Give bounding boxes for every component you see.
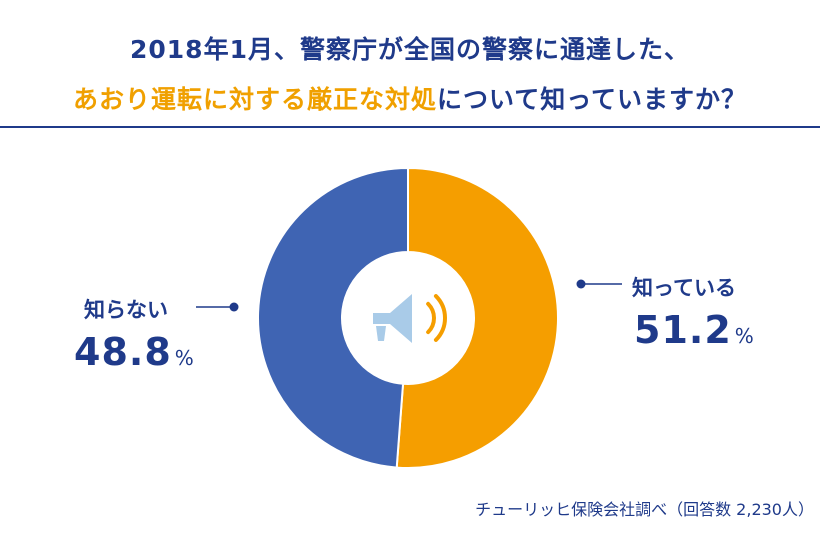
chart-title-line2: あおり運転に対する厳正な対処について知っていますか？ [0, 80, 820, 116]
title-divider [0, 126, 820, 128]
leader-line-knows [576, 279, 622, 289]
chart-title-rest: について知っていますか？ [437, 85, 748, 114]
megaphone-icon [373, 294, 447, 343]
value-unit-not-knows: % [174, 346, 194, 370]
category-label-knows: 知っている [632, 276, 736, 300]
slice-not-knows [257, 166, 409, 469]
value-label-not-knows: 48.8% [74, 330, 194, 374]
category-label-not-knows: 知らない [84, 298, 168, 322]
value-number-knows: 51.2 [634, 308, 732, 352]
slice-knows [395, 166, 559, 469]
source-note: チューリッヒ保険会社調べ（回答数 2,230人） [475, 500, 814, 519]
value-number-not-knows: 48.8 [74, 330, 172, 374]
chart-title-highlight: あおり運転に対する厳正な対処 [72, 85, 437, 114]
value-label-knows: 51.2% [634, 308, 754, 352]
value-unit-knows: % [734, 324, 754, 348]
leader-line-not-knows [196, 302, 239, 312]
chart-title-line1: 2018年1月、警察庁が全国の警察に通達した、 [130, 35, 690, 64]
